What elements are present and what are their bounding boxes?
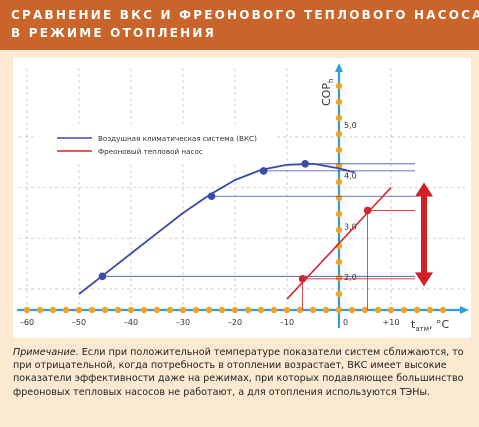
x-axis-marker <box>114 306 122 314</box>
x-axis-marker <box>348 306 356 314</box>
x-axis-marker <box>88 306 96 314</box>
x-axis-title-main: t <box>411 318 416 331</box>
x-axis-marker <box>231 306 239 314</box>
legend-label-freon: Фреоновый тепловой насос <box>98 147 203 156</box>
x-axis-marker <box>192 306 200 314</box>
y-axis-marker <box>335 82 343 90</box>
y-tick-label: 2,0 <box>344 273 357 282</box>
y-tick-label: 3,0 <box>344 222 357 231</box>
x-axis-marker <box>244 306 252 314</box>
x-tick-label: –40 <box>124 318 138 327</box>
x-axis-marker <box>179 306 187 314</box>
x-axis-marker <box>270 306 278 314</box>
y-axis-marker <box>335 130 343 138</box>
x-axis-marker <box>413 306 421 314</box>
x-axis-marker <box>283 306 291 314</box>
x-axis-marker <box>36 306 44 314</box>
x-axis-marker <box>309 306 317 314</box>
y-axis-arrowhead <box>335 63 343 72</box>
y-axis-marker <box>335 226 343 234</box>
difference-arrow-head-down <box>415 272 433 287</box>
x-tick-label: –60 <box>20 318 34 327</box>
x-tick-label: 0 <box>343 318 348 327</box>
x-axis-marker <box>218 306 226 314</box>
x-tick-label: –20 <box>228 318 242 327</box>
x-axis-arrowhead <box>460 306 469 314</box>
note-paragraph: Примечание. Если при положительной темпе… <box>13 346 468 399</box>
x-axis-marker <box>75 306 83 314</box>
x-tick-label: –30 <box>176 318 190 327</box>
y-axis-marker <box>335 146 343 154</box>
y-axis-marker <box>335 210 343 218</box>
legend-label-vks: Воздушная климатическая система (ВКС) <box>98 134 257 143</box>
data-point-freon <box>363 206 372 215</box>
y-axis-marker <box>335 98 343 106</box>
y-axis-marker <box>335 114 343 122</box>
point-guides <box>102 163 415 310</box>
chart-area: COPh tатм, °C –60 –50 –40 –30 –20 –10 0 +10 2,0 3,0… <box>13 58 471 338</box>
x-axis-marker <box>153 306 161 314</box>
title-line-1: СРАВНЕНИЕ ВКС И ФРЕОНОВОГО ТЕПЛОВОГО НАС… <box>11 8 479 22</box>
x-tick-label: +10 <box>383 318 400 327</box>
x-axis-marker <box>23 306 31 314</box>
note-text: Если при положительной температуре показ… <box>13 347 464 398</box>
x-axis-marker <box>426 306 434 314</box>
y-axis-marker <box>335 274 343 282</box>
data-point-vks <box>259 167 268 175</box>
y-axis-marker <box>335 290 343 298</box>
difference-arrow-head-up <box>415 182 433 197</box>
x-axis-marker <box>140 306 148 314</box>
y-axis-marker <box>335 178 343 186</box>
x-tick-label: –10 <box>280 318 294 327</box>
x-axis-marker <box>166 306 174 314</box>
x-axis-marker <box>400 306 408 314</box>
cop-comparison-chart: COPh tатм, °C –60 –50 –40 –30 –20 –10 0 +10 2,0 3,0… <box>17 63 469 333</box>
title-line-2: В РЕЖИМЕ ОТОПЛЕНИЯ <box>11 26 217 40</box>
x-axis-marker <box>127 306 135 314</box>
x-tick-label: –50 <box>72 318 86 327</box>
x-axis-marker <box>439 306 447 314</box>
data-point-freon <box>298 275 307 283</box>
legend-box <box>37 124 277 164</box>
x-axis-marker <box>101 306 109 314</box>
header-banner: СРАВНЕНИЕ ВКС И ФРЕОНОВОГО ТЕПЛОВОГО НАС… <box>0 0 479 50</box>
legend: Воздушная климатическая система (ВКС) Фре… <box>37 124 277 164</box>
x-axis-marker <box>62 306 70 314</box>
x-axis-marker <box>49 306 57 314</box>
x-axis-marker <box>387 306 395 314</box>
y-axis-marker <box>335 258 343 266</box>
y-axis-title: COPh <box>320 79 335 106</box>
data-point-vks <box>98 272 107 281</box>
x-axis-marker <box>374 306 382 314</box>
x-axis-title-unit: , °C <box>429 318 449 331</box>
x-axis-marker <box>257 306 265 314</box>
grid-lines <box>19 68 465 310</box>
series-line-vks <box>78 162 355 295</box>
y-axis-title-sub: h <box>327 79 335 83</box>
x-axis-marker <box>361 306 369 314</box>
y-axis-title-main: COP <box>320 83 333 106</box>
x-axis-marker <box>296 306 304 314</box>
x-axis-title: tатм, °C <box>411 318 449 333</box>
data-point-vks <box>207 192 216 201</box>
y-axis-marker <box>335 194 343 202</box>
x-axis-title-sub: атм <box>415 325 429 333</box>
x-axis-marker <box>335 306 343 314</box>
x-axis-marker <box>322 306 330 314</box>
x-axis-marker <box>205 306 213 314</box>
data-point-vks <box>301 160 310 168</box>
y-tick-label: 4,0 <box>344 172 357 181</box>
y-tick-label: 5,0 <box>344 121 357 130</box>
note-label: Примечание. <box>13 347 79 358</box>
